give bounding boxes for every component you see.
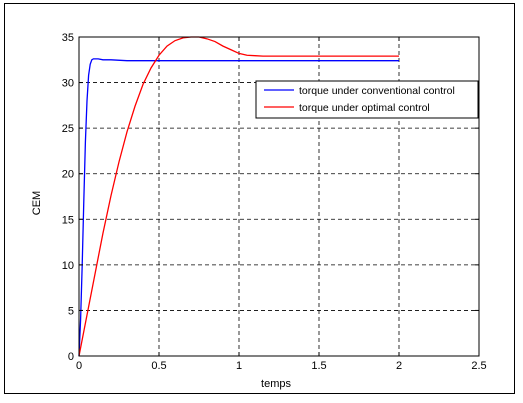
x-tick-label: 2.5 bbox=[471, 360, 486, 372]
y-tick-label: 15 bbox=[62, 214, 74, 226]
legend-box bbox=[255, 80, 479, 119]
line-chart: 0 0.5 1 1.5 2 2.5 0 5 10 15 20 25 30 35 temps CEM tor… bbox=[31, 32, 487, 390]
x-axis-label: temps bbox=[261, 378, 291, 390]
x-tick-label: 0 bbox=[76, 360, 82, 372]
y-tick-label: 25 bbox=[62, 123, 74, 135]
series-line-conventional bbox=[78, 58, 399, 357]
y-tick-label: 5 bbox=[68, 305, 74, 317]
x-tick-label: 1.5 bbox=[311, 360, 326, 372]
y-tick-label: 0 bbox=[68, 351, 74, 363]
figure-frame: 0 0.5 1 1.5 2 2.5 0 5 10 15 20 25 30 35 temps CEM tor… bbox=[4, 3, 515, 394]
x-tick-label: 1 bbox=[236, 360, 242, 372]
legend-label-conventional: torque under conventional control bbox=[299, 85, 455, 97]
legend: torque under conventional control torque… bbox=[255, 80, 479, 119]
plot-border bbox=[78, 36, 480, 357]
y-tick-label: 20 bbox=[62, 169, 74, 181]
y-axis-label: CEM bbox=[31, 191, 43, 215]
legend-label-optimal: torque under optimal control bbox=[299, 102, 430, 114]
x-tick-label: 2 bbox=[396, 360, 402, 372]
x-tick-label: 0.5 bbox=[151, 360, 166, 372]
y-tick-label: 10 bbox=[62, 260, 74, 272]
y-tick-label: 30 bbox=[62, 78, 74, 90]
y-tick-label: 35 bbox=[62, 32, 74, 44]
